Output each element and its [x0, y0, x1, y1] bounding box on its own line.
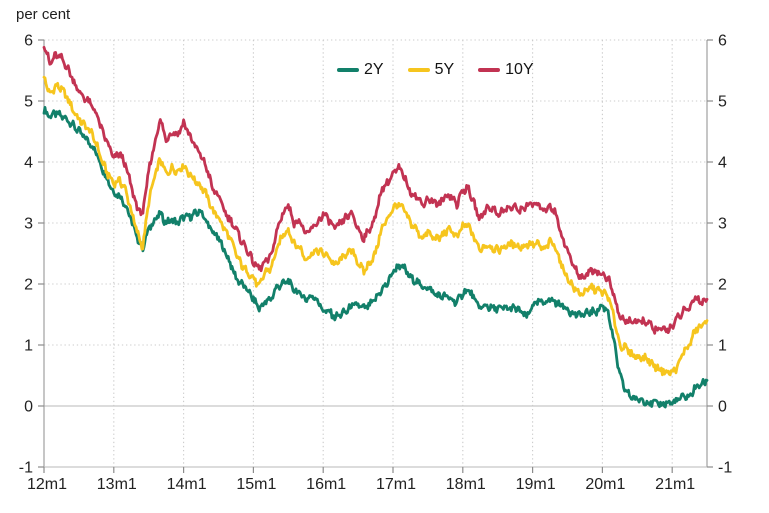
x-axis-label: 19m1: [516, 476, 556, 493]
legend-label-10y: 10Y: [505, 61, 534, 78]
y-axis-label-right: -1: [718, 460, 732, 477]
series-line-5y: [42, 75, 709, 377]
legend-swatch-10y: [478, 68, 501, 72]
y-axis-label-left: 6: [24, 33, 33, 50]
x-axis-label: 18m1: [446, 476, 486, 493]
series-line-10y: [42, 45, 709, 335]
legend-swatch-2y: [337, 68, 359, 72]
x-axis-label: 16m1: [306, 476, 346, 493]
legend-item-2y: 2Y: [337, 61, 384, 79]
legend: 2Y 5Y 10Y: [337, 61, 534, 79]
x-axis-label: 12m1: [27, 476, 67, 493]
y-axis-label-left: 0: [24, 399, 33, 416]
y-axis-label-left: -1: [19, 460, 33, 477]
y-axis-label-right: 0: [718, 399, 727, 416]
y-axis-label-left: 4: [24, 155, 33, 172]
legend-label-2y: 2Y: [364, 61, 384, 78]
y-axis-label-right: 3: [718, 216, 727, 233]
legend-item-5y: 5Y: [407, 61, 455, 79]
y-axis-label-right: 5: [718, 94, 727, 111]
x-axis-label: 21m1: [655, 476, 695, 493]
y-axis-label-left: 2: [24, 277, 33, 294]
y-axis-label-left: 3: [24, 216, 33, 233]
y-axis-label-right: 6: [718, 33, 727, 50]
y-axis-label-right: 4: [718, 155, 727, 172]
y-axis-label-right: 2: [718, 277, 727, 294]
x-axis-label: 17m1: [376, 476, 416, 493]
y-axis-label-left: 1: [24, 338, 33, 355]
x-axis-label: 20m1: [585, 476, 625, 493]
y-axis-unit-label: per cent: [16, 6, 71, 23]
x-axis-label: 13m1: [97, 476, 137, 493]
legend-item-10y: 10Y: [478, 61, 534, 79]
x-axis-label: 15m1: [236, 476, 276, 493]
y-axis-label-left: 5: [24, 94, 33, 111]
y-axis-label-right: 1: [718, 338, 727, 355]
legend-swatch-5y: [407, 68, 430, 72]
x-axis-label: 14m1: [167, 476, 207, 493]
legend-label-5y: 5Y: [434, 61, 455, 78]
series-line-2y: [42, 106, 709, 409]
